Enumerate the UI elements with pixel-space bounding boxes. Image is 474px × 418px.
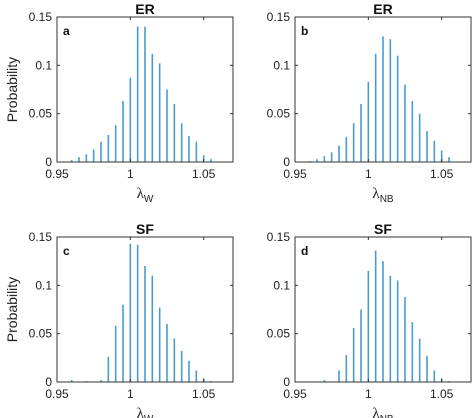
panel-letter-c: c [63,244,70,258]
xtick-label-b-1: 1 [365,167,372,181]
ytick-label-b-1: 0.05 [267,107,291,121]
chart-panel-a: 0 0.05 0.1 0.15 0.95 1 1.05 ER a Probability λW [4,1,234,205]
chart-title-a: ER [135,1,154,17]
y-axis-label-c: Probability [4,277,20,342]
x-axis-label-subscript-d: NB [380,414,394,418]
x-axis-label-subscript-c: W [144,414,154,418]
axes-box-c [56,236,234,383]
ytick-label-a-2: 0.1 [35,58,52,72]
ytick-label-c-2: 0.1 [35,278,52,292]
ytick-label-d-2: 0.1 [273,278,290,292]
ytick-label-d-1: 0.05 [267,327,291,341]
x-axis-label-a: λW [137,186,154,205]
ytick-label-d-3: 0.15 [267,230,291,244]
x-axis-label-subscript-a: W [144,194,154,205]
x-axis-label-d: λNB [372,406,394,418]
ytick-label-b-0: 0 [283,155,290,169]
ytick-label-d-0: 0 [283,375,290,389]
xtick-label-c-1: 1 [127,387,134,401]
xtick-label-a-1: 1 [127,167,134,181]
ytick-label-c-0: 0 [45,375,52,389]
chart-title-c: SF [136,221,154,237]
x-axis-label-symbol-b: λ [372,186,380,202]
chart-panel-b: 0 0.05 0.1 0.15 0.95 1 1.05 ER b λNB [267,1,472,205]
ytick-label-c-3: 0.15 [29,230,53,244]
panel-letter-a: a [63,24,70,38]
axes-box-a [56,16,234,163]
ytick-label-a-0: 0 [45,155,52,169]
chart-title-b: ER [373,1,392,17]
chart-panel-d: 0 0.05 0.1 0.15 0.95 1 1.05 SF d λNB [267,221,472,418]
xtick-label-d-2: 1.05 [430,387,454,401]
x-axis-label-symbol-a: λ [137,186,145,202]
x-axis-label-symbol-c: λ [137,406,145,418]
xtick-label-a-2: 1.05 [192,167,216,181]
x-axis-label-b: λNB [372,186,394,205]
axes-box-d [294,236,472,383]
panel-letter-b: b [301,24,308,38]
xtick-label-a-0: 0.95 [45,167,69,181]
ytick-label-a-1: 0.05 [29,107,53,121]
x-axis-label-subscript-b: NB [380,194,394,205]
x-axis-label-c: λW [137,406,154,418]
xtick-label-c-2: 1.05 [192,387,216,401]
xtick-label-b-0: 0.95 [283,167,307,181]
xtick-label-c-0: 0.95 [45,387,69,401]
chart-panel-c: 0 0.05 0.1 0.15 0.95 1 1.05 SF c Probability λW [4,221,234,418]
panel-letter-d: d [301,244,308,258]
xtick-label-d-1: 1 [365,387,372,401]
x-axis-label-symbol-d: λ [372,406,380,418]
xtick-label-b-2: 1.05 [430,167,454,181]
chart-title-d: SF [374,221,392,237]
axes-box-b [294,16,472,163]
ytick-label-c-1: 0.05 [29,327,53,341]
ytick-label-b-3: 0.15 [267,10,291,24]
y-axis-label-a: Probability [4,57,20,122]
ytick-label-b-2: 0.1 [273,58,290,72]
xtick-label-d-0: 0.95 [283,387,307,401]
ytick-label-a-3: 0.15 [29,10,53,24]
